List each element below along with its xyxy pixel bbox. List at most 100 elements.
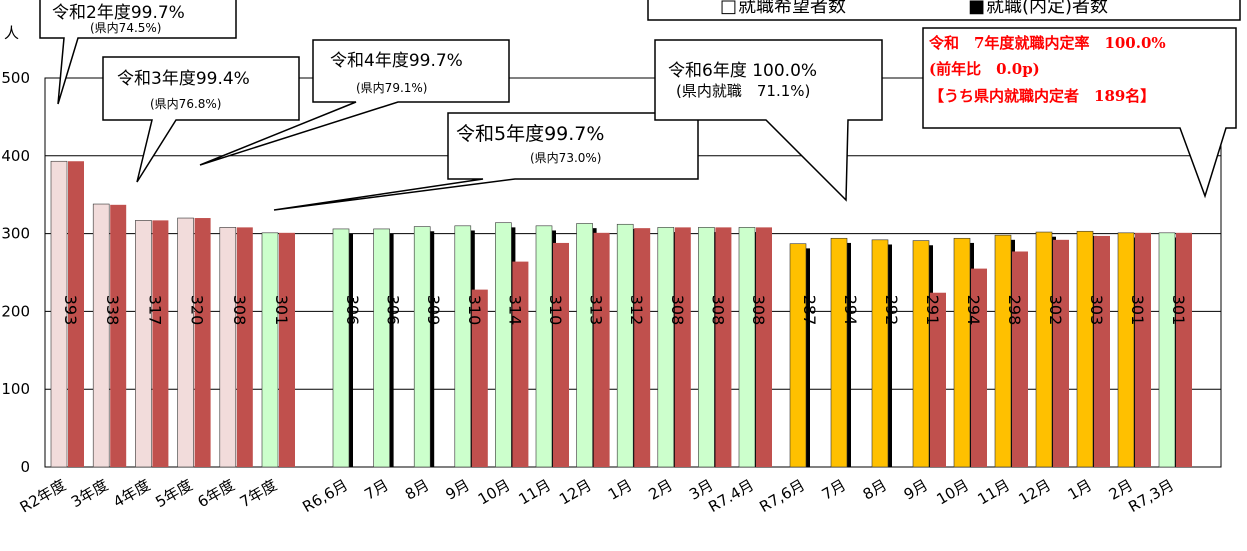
bar-value-label: 301 [272,295,291,326]
bar-value-label: 312 [627,295,646,326]
bar-employed [68,161,84,467]
svg-text:令和2年度99.7%: 令和2年度99.7% [52,3,185,23]
bar-value-label: 320 [188,295,207,326]
callout-r5: 令和5年度99.7% (県内73.0%) [273,112,699,211]
category-label: 11月 [974,476,1013,509]
y-axis: 人 0 100 200 300 400 500 [1,24,30,476]
svg-text:【うち県内就職内定者 189名】: 【うち県内就職内定者 189名】 [929,87,1155,105]
bar-value-label: 291 [923,295,942,326]
bar-value-label: 302 [1046,295,1065,326]
svg-text:(県内就職 71.1%): (県内就職 71.1%) [676,82,810,100]
category-label: R2年度 [17,476,69,517]
bar-value-label: 298 [1005,295,1024,326]
bar-hope [413,226,431,468]
bar-employed [236,227,253,467]
y-tick-label: 100 [1,380,30,398]
bar-value-label: 309 [424,295,443,326]
category-label: 12月 [556,476,595,509]
bar-employed [1176,232,1192,467]
bar-hope [657,227,675,468]
y-tick-label: 0 [20,458,30,476]
category-label: 5年度 [152,476,195,511]
bar-hope [616,223,634,468]
bar-hope [1035,231,1053,468]
bar-employed [110,204,127,467]
svg-text:令和 7年度就職内定率 100.0%: 令和 7年度就職内定率 100.0% [929,34,1166,52]
bar-hope [1117,232,1135,468]
bar-shadow [847,242,851,467]
bar-employed [715,227,732,467]
bar-shadow [888,244,892,467]
callout-r2: 令和2年度99.7% (県内74.5%) [39,0,237,105]
bar-hope [261,232,279,468]
bar-value-label: 338 [103,295,122,326]
bar-value-label: 308 [708,295,727,326]
y-tick-label: 400 [1,147,30,165]
category-label: 4年度 [110,476,153,511]
bar-value-label: 306 [343,295,362,326]
bar-employed [971,268,987,467]
legend: □ 就職希望者数 ■ 就職(内定)者数 [647,0,1241,21]
bar-shadow [806,248,810,467]
bar-value-label: 301 [1169,295,1188,326]
category-label: 7月 [819,476,849,504]
category-label: 7年度 [237,476,280,511]
bar-employed [634,228,651,467]
category-label: R7.4月 [705,476,757,516]
bar-value-label: 313 [587,295,606,326]
category-label: 10月 [475,476,514,509]
category-label: R6,6月 [299,476,351,516]
category-label: 7月 [361,476,391,504]
bar-value-label: 393 [61,295,80,326]
legend-label-employed: 就職(内定)者数 [986,0,1108,17]
bar-hope [912,240,930,468]
bar-value-label: 294 [964,295,983,326]
y-tick-label: 300 [1,225,30,243]
bar-hope [495,222,512,468]
bar-hope [738,227,756,468]
bars: 393 338 317 320 308 301 306 306 309 310 314 310 313 3… [50,160,1192,468]
bar-hope [177,217,194,468]
bar-employed [553,242,569,467]
category-label: 3年度 [68,476,111,511]
legend-label-hope: 就職希望者数 [738,0,846,17]
y-tick-label: 200 [1,302,30,320]
bar-hope [698,227,715,468]
bar-employed [593,232,610,467]
bar-employed [152,220,169,467]
bar-employed [674,227,691,467]
bar-employed [1012,251,1028,467]
bar-value-label: 306 [384,295,403,326]
bar-value-label: 301 [1128,295,1147,326]
bar-hope [1158,232,1176,468]
bar-value-label: 310 [546,295,565,326]
category-label: 10月 [933,476,972,509]
svg-text:(県内79.1%): (県内79.1%) [356,81,428,95]
bar-hope [135,220,152,468]
category-label: 1月 [1065,476,1095,504]
bar-value-label: 314 [505,295,524,326]
y-tick-label: 500 [1,69,30,87]
bar-hope [454,225,472,468]
svg-text:(県内74.5%): (県内74.5%) [90,21,162,35]
bar-value-label: 287 [800,295,819,326]
bar-employed [1053,239,1069,467]
bar-employed [930,292,946,467]
bar-employed [194,218,211,467]
bar-hope [219,227,237,468]
bar-hope [871,239,889,468]
callout-r6: 令和6年度 100.0% (県内就職 71.1%) [654,39,883,202]
category-label: 8月 [402,476,432,504]
svg-text:令和6年度 100.0%: 令和6年度 100.0% [668,61,817,81]
bar-value-label: 308 [230,295,249,326]
bar-hope [789,243,807,468]
bar-shadow [389,233,394,467]
bar-value-label: 317 [145,295,164,326]
bar-employed [756,227,772,467]
bar-value-label: 292 [882,295,901,326]
callout-r4: 令和4年度99.7% (県内79.1%) [199,39,510,166]
bar-shadow [349,233,353,467]
category-label: 11月 [515,476,554,509]
